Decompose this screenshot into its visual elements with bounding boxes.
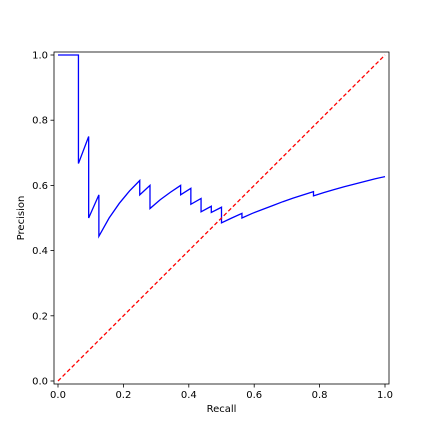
x-tick-label: 0.2	[115, 390, 131, 401]
y-tick-label: 0.6	[32, 181, 48, 192]
x-axis-label: Recall	[207, 404, 237, 415]
y-tick-label: 0.0	[32, 377, 48, 388]
y-axis-ticks: 0.0 0.2 0.4 0.6 0.8 1.0	[32, 51, 54, 388]
x-tick-label: 1.0	[377, 390, 393, 401]
x-tick-label: 0.0	[50, 390, 66, 401]
y-axis-label: Precision	[16, 196, 27, 241]
x-tick-label: 0.4	[181, 390, 197, 401]
diagonal-reference-line	[57, 54, 386, 382]
axes-frame	[53, 51, 390, 385]
y-tick-label: 0.8	[32, 116, 48, 127]
x-axis-ticks: 0.0 0.2 0.4 0.6 0.8 1.0	[50, 384, 393, 401]
y-tick-label: 1.0	[32, 51, 48, 62]
x-tick-label: 0.8	[312, 390, 328, 401]
x-tick-label: 0.6	[246, 390, 262, 401]
y-tick-label: 0.2	[32, 311, 48, 322]
precision-recall-curve	[58, 54, 386, 239]
series-layer	[57, 54, 386, 382]
y-tick-label: 0.4	[32, 246, 48, 257]
